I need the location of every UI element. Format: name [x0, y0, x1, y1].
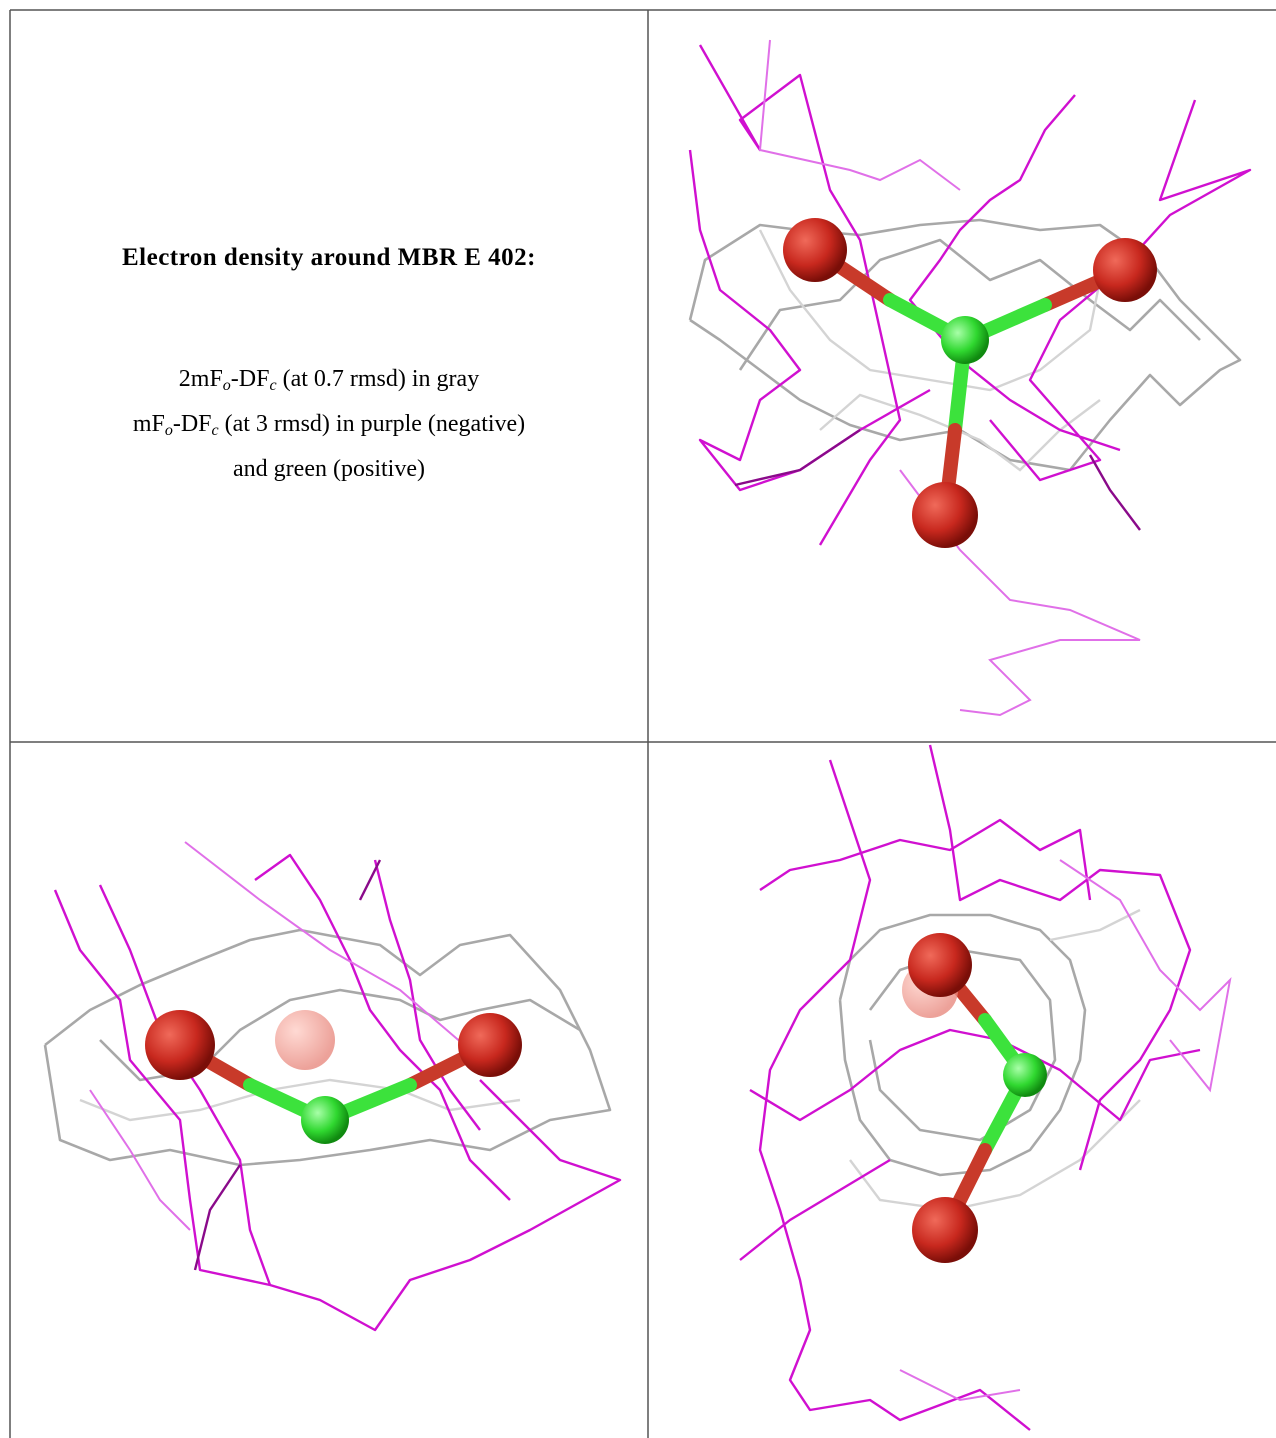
- density-view-2: [43, 841, 622, 1332]
- caption-legend: 2mFo-DFc (at 0.7 rmsd) in gray mFo-DFc (a…: [10, 360, 648, 488]
- density-view-1: [688, 39, 1252, 717]
- subscript: c: [269, 377, 277, 394]
- legend-text: (at 3 rmsd) in purple (negative): [218, 411, 526, 437]
- legend-text: mF: [132, 411, 165, 437]
- subscript: c: [211, 422, 219, 439]
- subscript: o: [164, 422, 173, 439]
- legend-text: 2mF: [178, 366, 223, 392]
- legend-text: (at 0.7 rmsd) in gray: [276, 366, 480, 392]
- legend-line: 2mFo-DFc (at 0.7 rmsd) in gray: [10, 360, 648, 405]
- subscript: o: [222, 377, 231, 394]
- legend-line: and green (positive): [10, 450, 648, 488]
- legend-line: mFo-DFc (at 3 rmsd) in purple (negative): [10, 405, 648, 450]
- legend-text: and green (positive): [233, 456, 425, 482]
- density-view-3: [739, 744, 1232, 1431]
- frame: [9, 9, 1276, 1438]
- legend-text: -DF: [172, 411, 212, 437]
- caption-title: Electron density around MBR E 402:: [121, 244, 537, 271]
- legend-text: -DF: [230, 366, 270, 392]
